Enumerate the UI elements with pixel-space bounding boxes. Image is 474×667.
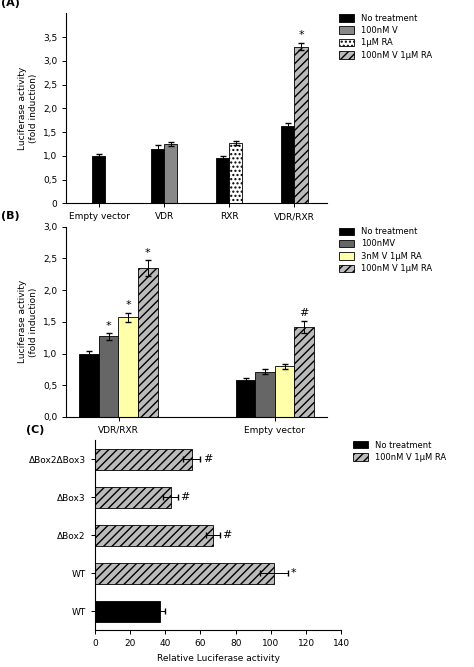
Text: *: * [298, 30, 304, 40]
X-axis label: Relative Luciferase activity: Relative Luciferase activity [156, 654, 280, 663]
Text: (B): (B) [1, 211, 20, 221]
Text: *: * [145, 248, 151, 258]
Text: *: * [126, 300, 131, 310]
Bar [80, 354, 99, 417]
Text: #: # [300, 308, 309, 318]
Bar [164, 144, 177, 203]
Bar [275, 366, 294, 417]
Bar [282, 126, 294, 203]
Text: #: # [180, 492, 190, 502]
Bar [95, 487, 171, 508]
Bar [216, 158, 229, 203]
Text: *: * [291, 568, 297, 578]
Text: (A): (A) [1, 0, 20, 8]
Bar [95, 601, 160, 622]
Y-axis label: Luciferase activity
(fold induction): Luciferase activity (fold induction) [18, 280, 37, 364]
Text: *: * [106, 321, 111, 331]
Bar [255, 372, 275, 417]
Bar [236, 380, 255, 417]
Legend: No treatment, 100nM V, 1μM RA, 100nM V 1μM RA: No treatment, 100nM V, 1μM RA, 100nM V 1… [339, 14, 432, 60]
Legend: No treatment, 100nM V 1μM RA: No treatment, 100nM V 1μM RA [353, 441, 446, 462]
Bar [229, 143, 242, 203]
Text: #: # [203, 454, 212, 464]
Bar [95, 449, 191, 470]
Y-axis label: Luciferase activity
(fold induction): Luciferase activity (fold induction) [18, 67, 37, 150]
Bar [95, 563, 274, 584]
Bar [294, 47, 308, 203]
Bar [118, 317, 138, 417]
Legend: No treatment, 100nMV, 3nM V 1μM RA, 100nM V 1μM RA: No treatment, 100nMV, 3nM V 1μM RA, 100n… [339, 227, 432, 273]
Bar [92, 156, 105, 203]
Bar [151, 149, 164, 203]
Text: (C): (C) [26, 425, 44, 435]
Bar [294, 327, 314, 417]
Text: #: # [222, 530, 232, 540]
Bar [138, 268, 157, 417]
Bar [95, 525, 213, 546]
Bar [99, 336, 118, 417]
